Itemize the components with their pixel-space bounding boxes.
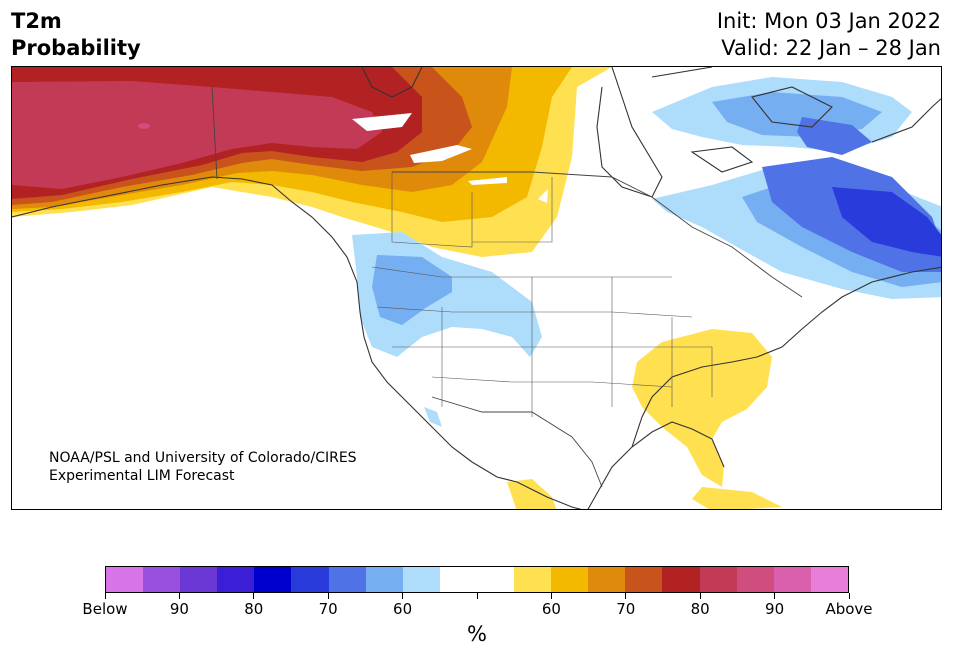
colorbar-tick-label: 80 (244, 600, 264, 618)
colorbar-cell (143, 567, 181, 592)
title-variable: T2m (11, 9, 62, 33)
colorbar-cell (476, 567, 515, 592)
below-mid-west (372, 255, 452, 325)
lake-white-4 (538, 189, 548, 203)
colorbar-tick (699, 593, 701, 599)
map-title: T2m Probability (11, 8, 141, 62)
colorbar-tick (550, 593, 552, 599)
colorbar-cell (551, 567, 589, 592)
colorbar-tick (178, 593, 180, 599)
below-deep-east (832, 187, 941, 257)
colorbar-cell (773, 567, 811, 592)
lake-white-1 (352, 113, 412, 131)
init-date: Init: Mon 03 Jan 2022 (716, 9, 941, 33)
below-strong-arctic (797, 117, 872, 155)
colorbar-tick-label: Above (825, 600, 873, 618)
lake-white-2 (410, 145, 472, 163)
above-yellow-mexico (507, 479, 557, 509)
colorbar-cell (662, 567, 700, 592)
colorbar-cell (254, 567, 292, 592)
colorbar-cell (810, 567, 848, 592)
country-borders (211, 86, 803, 488)
colorbar-tick (104, 593, 106, 599)
below-light-baja (424, 407, 442, 427)
colorbar-tick (402, 593, 404, 599)
colorbar (105, 566, 849, 593)
above-crimson (12, 81, 382, 189)
lake-white-3 (468, 177, 507, 185)
colorbar-cell (439, 567, 477, 592)
state-borders (371, 172, 713, 417)
colorbar-tick (253, 593, 255, 599)
colorbar-tick-label: 80 (690, 600, 710, 618)
colorbar-cell (699, 567, 737, 592)
forecast-dates: Init: Mon 03 Jan 2022 Valid: 22 Jan – 28… (717, 8, 941, 62)
colorbar-cell (180, 567, 218, 592)
colorbar-tick-label: 70 (616, 600, 636, 618)
colorbar-cell (625, 567, 663, 592)
colorbar-cell (588, 567, 626, 592)
colorbar-tick-label: 70 (318, 600, 338, 618)
title-type: Probability (11, 36, 141, 60)
above-yellow-southeast (632, 329, 772, 487)
colorbar-tick-label: 90 (169, 600, 189, 618)
colorbar-tick-label: 60 (541, 600, 561, 618)
colorbar-cell (291, 567, 329, 592)
above-yellow-cuba (692, 487, 782, 509)
colorbar-tick (774, 593, 776, 599)
probability-map (11, 66, 942, 510)
map-canvas (12, 67, 941, 509)
colorbar-cell (402, 567, 440, 592)
colorbar-tick-label: 90 (765, 600, 785, 618)
colorbar-cell (514, 567, 552, 592)
above-magenta-spot (138, 123, 150, 129)
colorbar-tick-label: Below (82, 600, 128, 618)
colorbar-cell (736, 567, 774, 592)
colorbar-cell (217, 567, 255, 592)
colorbar-tick (625, 593, 627, 599)
credit-line-2: Experimental LIM Forecast (49, 468, 235, 484)
credit-line-1: NOAA/PSL and University of Colorado/CIRE… (49, 450, 357, 466)
colorbar-tick-label: 60 (393, 600, 413, 618)
valid-range: Valid: 22 Jan – 28 Jan (721, 36, 941, 60)
coastlines (12, 67, 941, 509)
colorbar-tick (327, 593, 329, 599)
colorbar-cell (365, 567, 403, 592)
colorbar-unit: % (467, 622, 487, 646)
credit-text: NOAA/PSL and University of Colorado/CIRE… (49, 449, 357, 485)
colorbar-cell (328, 567, 366, 592)
colorbar-tick (476, 593, 478, 599)
colorbar-cell (106, 567, 144, 592)
colorbar-tick (848, 593, 850, 599)
